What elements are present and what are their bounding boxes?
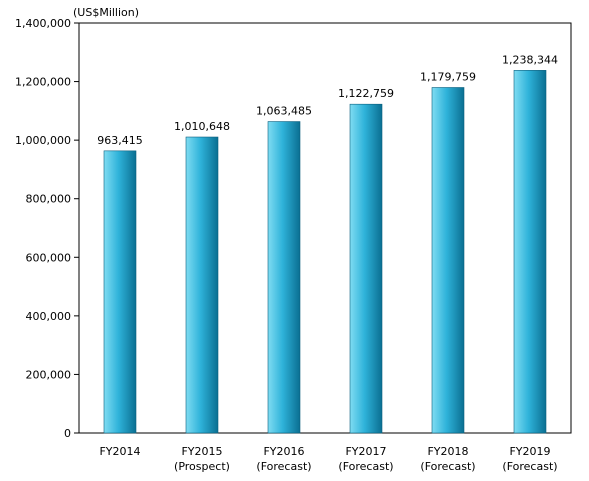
y-tick-label: 1,200,000 [15, 76, 71, 89]
y-tick-label: 0 [64, 427, 71, 440]
bar [103, 150, 137, 434]
y-tick-label: 800,000 [26, 193, 72, 206]
bar [267, 121, 301, 434]
x-category-label: FY2016 [263, 445, 304, 458]
x-category-label: (Forecast) [420, 460, 475, 473]
bar [185, 136, 219, 434]
bar [431, 87, 465, 434]
data-label: 1,122,759 [338, 87, 394, 100]
y-tick-label: 1,000,000 [15, 134, 71, 147]
data-label: 1,063,485 [256, 105, 312, 118]
x-category-label: FY2019 [509, 445, 550, 458]
plot-frame [78, 22, 572, 434]
data-label: 1,010,648 [174, 120, 230, 133]
x-category-label: FY2014 [99, 445, 140, 458]
x-category-label: FY2018 [427, 445, 468, 458]
y-tick-label: 200,000 [26, 368, 72, 381]
y-tick-label: 400,000 [26, 310, 72, 323]
y-tick-label: 600,000 [26, 251, 72, 264]
x-category-label: (Prospect) [174, 460, 230, 473]
y-tick-label: 1,400,000 [15, 17, 71, 30]
x-category-label: FY2015 [181, 445, 222, 458]
bar [513, 70, 547, 434]
data-label: 1,179,759 [420, 70, 476, 83]
x-category-label: FY2017 [345, 445, 386, 458]
x-category-label: (Forecast) [338, 460, 393, 473]
data-label: 963,415 [97, 134, 143, 147]
x-category-label: (Forecast) [502, 460, 557, 473]
data-label: 1,238,344 [502, 53, 558, 66]
bar [349, 103, 383, 434]
y-axis-unit-label: (US$Million) [73, 6, 139, 19]
x-category-label: (Forecast) [256, 460, 311, 473]
plot-area: 0 200,000 400,000 600,000 800,000 1,000,000 1,… [15, 17, 572, 473]
